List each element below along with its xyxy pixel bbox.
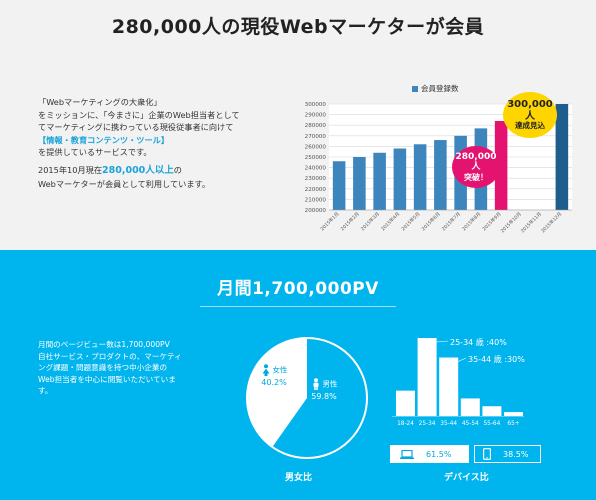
intro-highlight: 【情報・教育コンテンツ・ツール】: [38, 134, 170, 145]
age-bar-35-44: [439, 357, 459, 416]
male-person-icon: [313, 378, 318, 390]
intro-line-end: を提供しているサービスです。: [38, 147, 152, 158]
bar-2015年6月: [434, 140, 447, 210]
y-tick-label: 250000: [305, 155, 327, 161]
target-count: 300,000人: [507, 99, 553, 122]
pv-section: 月間1,700,000PV 月間のページビュー数は1,700,000PV 自社サ…: [0, 250, 596, 500]
x-tick-label: 2015年4月: [380, 210, 402, 232]
status-text: 2015年10月現在280,000人以上の Webマーケターが会員として利用して…: [38, 164, 288, 190]
smartphone-icon: [483, 448, 491, 460]
milestone-count: 280,000人: [455, 152, 497, 173]
age-annotation-25-34: 25-34 歳 :40%: [450, 338, 507, 347]
chart-legend: 会員登録数: [412, 83, 459, 94]
pie-slice-male: [272, 338, 367, 458]
device-pc-percentage: 61.5%: [426, 449, 452, 459]
age-bar-55-64: [482, 406, 502, 416]
x-tick-label: 2015年5月: [400, 210, 422, 232]
bar-2015年5月: [413, 144, 427, 210]
bar-2015年9月: [494, 120, 508, 210]
age-tick-label: 25-34: [419, 421, 436, 427]
x-tick-label: 2015年11月: [519, 210, 543, 234]
female-label-group: 女性 40.2%: [255, 364, 293, 389]
y-tick-label: 280000: [305, 123, 327, 129]
x-tick-label: 2015年6月: [420, 210, 442, 232]
pv-title: 月間1,700,000PV: [217, 279, 379, 299]
age-bar-65+: [504, 412, 523, 416]
age-bar-45-54: [460, 398, 480, 416]
target-text: 達成見込: [515, 121, 545, 131]
status-prefix: 2015年10月現在: [38, 165, 103, 175]
target-badge: 300,000人 達成見込: [503, 92, 557, 138]
x-tick-label: 2015年3月: [359, 210, 381, 232]
x-tick-label: 2015年9月: [481, 210, 503, 232]
page-title: 280,000人の現役Webマーケターが会員: [111, 16, 485, 38]
y-tick-label: 220000: [305, 187, 327, 193]
y-tick-label: 240000: [305, 166, 327, 172]
x-tick-label: 2015年8月: [461, 210, 483, 232]
y-tick-label: 290000: [305, 113, 327, 119]
x-tick-label: 2015年7月: [440, 210, 462, 232]
y-tick-label: 230000: [305, 176, 327, 182]
gender-caption: 男女比: [285, 473, 313, 483]
x-tick-label: 2015年10月: [499, 210, 523, 234]
status-member-count: 280,000人以上: [102, 165, 174, 176]
pv-desc-line: ング課題・問題意識を持つ中小企業の: [38, 363, 168, 372]
bar-2015年2月: [353, 157, 366, 210]
status-suffix: の: [173, 165, 182, 175]
female-person-icon: [262, 364, 269, 376]
bar-2015年4月: [393, 148, 407, 210]
annotation-leader: [436, 340, 449, 343]
device-caption: デバイス比: [444, 473, 489, 483]
age-bar-18-24: [396, 390, 415, 416]
age-bar-25-34: [417, 338, 437, 416]
member-section: 280,000人の現役Webマーケターが会員 「Webマーケティングの大衆化」 …: [38, 16, 572, 235]
age-tick-label: 65+: [507, 421, 519, 427]
annotation-leader: [458, 357, 467, 362]
legend-swatch: [412, 85, 418, 92]
title-divider: [200, 306, 396, 307]
pv-desc-line: 月間のページビュー数は1,700,000PV: [38, 340, 170, 349]
x-tick-label: 2015年12月: [539, 210, 563, 234]
age-tick-label: 45-54: [462, 421, 479, 427]
milestone-text: 突破！: [464, 172, 488, 182]
laptop-icon: [400, 449, 414, 459]
milestone-badge: 280,000人 突破！: [452, 146, 500, 188]
y-tick-label: 300000: [305, 102, 327, 108]
device-sp-percentage: 38.5%: [503, 449, 529, 459]
y-tick-label: 260000: [305, 144, 327, 150]
male-percentage: 59.8%: [311, 391, 337, 401]
intro-line-3: てマーケティングに携わっている現役従事者に向けて: [38, 122, 234, 133]
x-tick-label: 2015年2月: [339, 210, 361, 232]
age-bar-chart: 18-24 25-34 35-44 45-54 55-64 65+: [392, 338, 524, 427]
age-tick-label: 18-24: [397, 421, 414, 427]
device-pc-badge: 61.5%: [390, 445, 469, 463]
y-tick-label: 200000: [305, 208, 327, 214]
bar-2015年3月: [373, 152, 386, 210]
female-label: 女性: [272, 365, 288, 375]
y-tick-label: 210000: [305, 197, 327, 203]
pv-desc-line: 自社サービス・プロダクトの、マーケティ: [38, 351, 182, 361]
age-annotation-35-44: 35-44 歳 :30%: [468, 355, 525, 364]
pv-desc-line: す。: [38, 386, 53, 395]
legend-label: 会員登録数: [421, 84, 459, 93]
bar-2015年1月: [332, 161, 346, 210]
intro-text: 「Webマーケティングの大衆化」 をミッションに、「今まさに」企業のWeb担当者…: [38, 96, 288, 159]
gender-pie-chart: [246, 337, 368, 459]
bar-2015年12月: [555, 104, 569, 210]
pie-outline: [246, 337, 368, 459]
device-sp-badge: 38.5%: [474, 445, 541, 463]
male-label-group: 男性 59.8%: [304, 378, 344, 403]
pv-description: 月間のページビュー数は1,700,000PV 自社サービス・プロダクトの、マーケ…: [38, 339, 228, 397]
y-tick-label: 270000: [305, 134, 327, 140]
pv-desc-line: Web担当者を中心に閲覧いただいていま: [38, 374, 176, 384]
intro-line-2: をミッションに、「今まさに」企業のWeb担当者として: [38, 109, 240, 120]
status-line-2: Webマーケターが会員として利用しています。: [38, 178, 211, 189]
age-tick-label: 55-64: [483, 421, 500, 427]
intro-line-1: 「Webマーケティングの大衆化」: [38, 97, 162, 107]
female-percentage: 40.2%: [261, 377, 287, 387]
age-tick-label: 35-44: [440, 421, 457, 427]
male-label: 男性: [322, 379, 338, 389]
